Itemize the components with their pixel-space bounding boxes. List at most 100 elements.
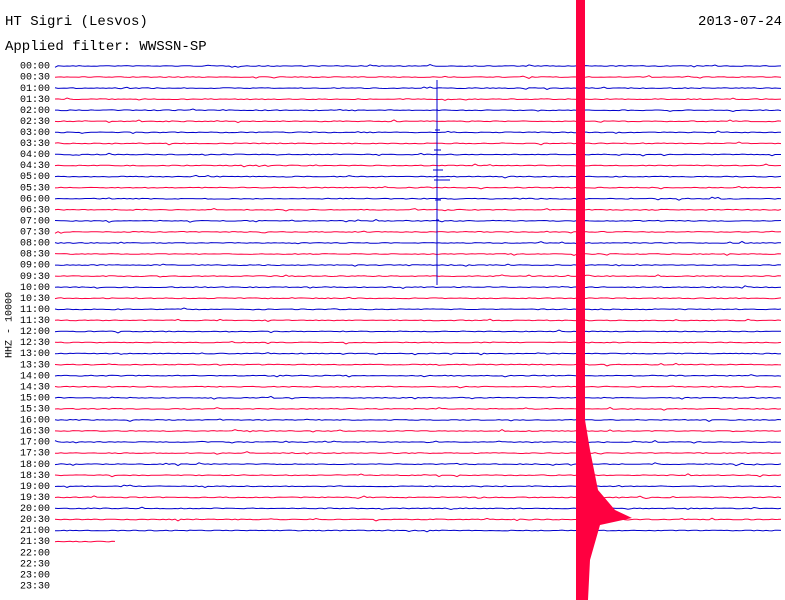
time-label: 14:30 xyxy=(20,382,50,393)
trace xyxy=(54,406,782,411)
time-label: 14:00 xyxy=(20,371,50,382)
trace xyxy=(54,429,782,433)
time-label: 07:30 xyxy=(20,228,50,239)
trace xyxy=(54,86,782,91)
trace xyxy=(54,462,782,467)
time-label: 05:00 xyxy=(20,172,50,183)
event-local xyxy=(433,80,450,285)
time-label: 06:30 xyxy=(20,205,50,216)
time-label: 21:30 xyxy=(20,537,50,548)
trace xyxy=(54,529,782,533)
traces xyxy=(54,63,782,543)
time-label: 00:30 xyxy=(20,73,50,84)
trace xyxy=(54,196,782,201)
time-label: 16:30 xyxy=(20,427,50,438)
time-label: 16:00 xyxy=(20,416,50,427)
time-label: 05:30 xyxy=(20,183,50,194)
time-label: 12:30 xyxy=(20,338,50,349)
time-label: 03:30 xyxy=(20,139,50,150)
time-label: 22:00 xyxy=(20,548,50,559)
time-label: 21:00 xyxy=(20,526,50,537)
time-label: 13:00 xyxy=(20,349,50,360)
time-label: 20:00 xyxy=(20,504,50,515)
time-label: 08:30 xyxy=(20,250,50,261)
trace xyxy=(54,340,782,345)
time-label: 02:00 xyxy=(20,106,50,117)
time-label: 15:30 xyxy=(20,405,50,416)
axis-label: HHZ - 10000 xyxy=(5,292,16,358)
event-coda xyxy=(585,420,632,600)
event-teleseism xyxy=(576,0,585,600)
time-label: 23:30 xyxy=(20,581,50,592)
trace xyxy=(54,385,782,389)
trace xyxy=(54,185,782,190)
time-label: 18:30 xyxy=(20,471,50,482)
trace xyxy=(54,540,116,543)
time-label: 01:30 xyxy=(20,95,50,106)
trace xyxy=(54,362,782,367)
trace xyxy=(54,440,782,444)
trace xyxy=(54,318,782,322)
trace xyxy=(54,374,782,378)
trace xyxy=(54,285,782,290)
time-label: 07:00 xyxy=(20,216,50,227)
time-label: 17:00 xyxy=(20,438,50,449)
trace xyxy=(54,473,782,478)
station-title: HT Sigri (Lesvos) xyxy=(5,14,148,30)
date: 2013-07-24 xyxy=(698,14,782,30)
time-label: 10:30 xyxy=(20,294,50,305)
trace xyxy=(55,451,781,455)
trace xyxy=(54,329,781,334)
time-label: 15:00 xyxy=(20,393,50,404)
trace xyxy=(54,418,782,422)
trace xyxy=(54,141,782,146)
trace xyxy=(55,263,782,267)
trace xyxy=(54,307,782,311)
time-label: 08:00 xyxy=(20,239,50,250)
trace xyxy=(54,395,782,400)
time-label: 23:00 xyxy=(20,570,50,581)
time-label: 00:00 xyxy=(20,62,50,73)
trace xyxy=(54,484,782,489)
trace xyxy=(54,253,782,256)
trace xyxy=(54,352,782,356)
time-label: 01:00 xyxy=(20,84,50,95)
trace xyxy=(54,517,782,522)
trace xyxy=(54,219,782,223)
trace xyxy=(54,119,782,124)
trace xyxy=(54,274,782,278)
time-label: 13:30 xyxy=(20,360,50,371)
time-label: 10:00 xyxy=(20,283,50,294)
time-label: 19:00 xyxy=(20,482,50,493)
time-label: 09:30 xyxy=(20,272,50,283)
time-label: 06:00 xyxy=(20,194,50,205)
trace xyxy=(54,230,782,234)
filter-label: Applied filter: WWSSN-SP xyxy=(5,39,207,55)
time-label: 17:30 xyxy=(20,449,50,460)
time-label: 19:30 xyxy=(20,493,50,504)
trace xyxy=(54,174,782,179)
trace xyxy=(54,97,782,101)
time-label: 04:30 xyxy=(20,161,50,172)
trace xyxy=(54,163,782,168)
time-label: 04:00 xyxy=(20,150,50,161)
trace xyxy=(55,152,781,157)
trace xyxy=(54,130,782,134)
time-label: 22:30 xyxy=(20,559,50,570)
time-label: 11:30 xyxy=(20,316,50,327)
trace xyxy=(54,506,782,511)
trace xyxy=(54,495,782,500)
time-label: 03:00 xyxy=(20,128,50,139)
trace xyxy=(54,63,782,68)
trace xyxy=(55,108,782,113)
time-label: 11:00 xyxy=(20,305,50,316)
trace xyxy=(54,207,782,212)
trace xyxy=(54,75,782,79)
time-label: 02:30 xyxy=(20,117,50,128)
time-label: 20:30 xyxy=(20,515,50,526)
time-label: 18:00 xyxy=(20,460,50,471)
trace xyxy=(54,240,781,245)
time-label: 09:00 xyxy=(20,261,50,272)
trace xyxy=(54,296,782,300)
